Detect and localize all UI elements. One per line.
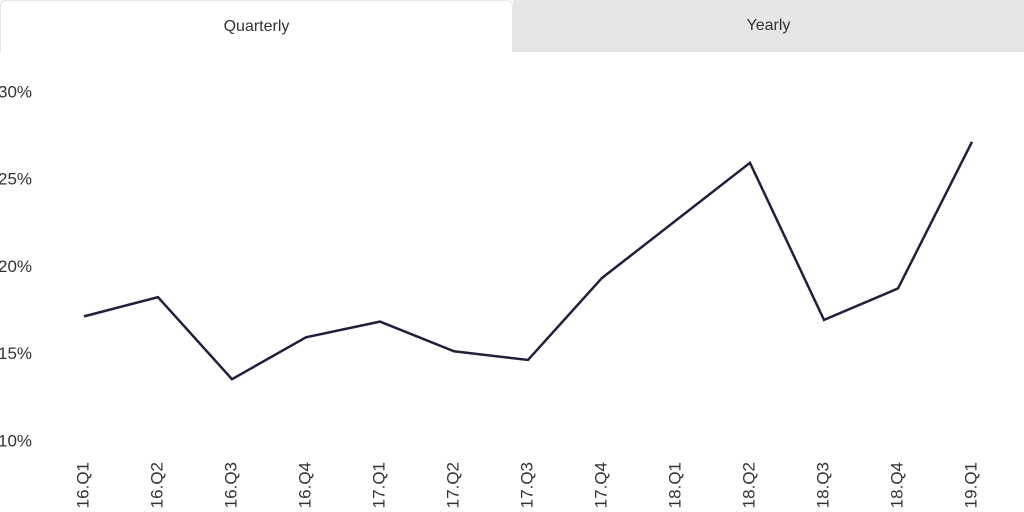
- tab[interactable]: Quarterly: [0, 0, 513, 52]
- x-tick-label: 16.Q3: [221, 462, 240, 508]
- x-tick-label: 18.Q3: [813, 462, 832, 508]
- tab[interactable]: Yearly: [513, 0, 1024, 52]
- y-tick-label: 25%: [0, 170, 32, 189]
- tab-bar: Quarterly Yearly: [0, 0, 1024, 52]
- y-tick-label: 10%: [0, 431, 32, 450]
- x-tick-label: 17.Q4: [591, 462, 610, 508]
- x-tick-label: 18.Q2: [739, 462, 758, 508]
- y-tick-label: 20%: [0, 257, 32, 276]
- x-tick-label: 17.Q1: [369, 462, 388, 508]
- x-tick-label: 19.Q1: [961, 462, 980, 508]
- x-tick-label: 17.Q3: [517, 462, 536, 508]
- y-tick-label: 15%: [0, 344, 32, 363]
- y-tick-label: 30%: [0, 82, 32, 101]
- x-tick-label: 18.Q1: [665, 462, 684, 508]
- x-tick-label: 16.Q1: [73, 462, 92, 508]
- x-tick-label: 17.Q2: [443, 462, 462, 508]
- x-tick-label: 18.Q4: [887, 462, 906, 508]
- x-tick-label: 16.Q2: [147, 462, 166, 508]
- x-tick-label: 16.Q4: [295, 462, 314, 508]
- data-line: [83, 141, 974, 381]
